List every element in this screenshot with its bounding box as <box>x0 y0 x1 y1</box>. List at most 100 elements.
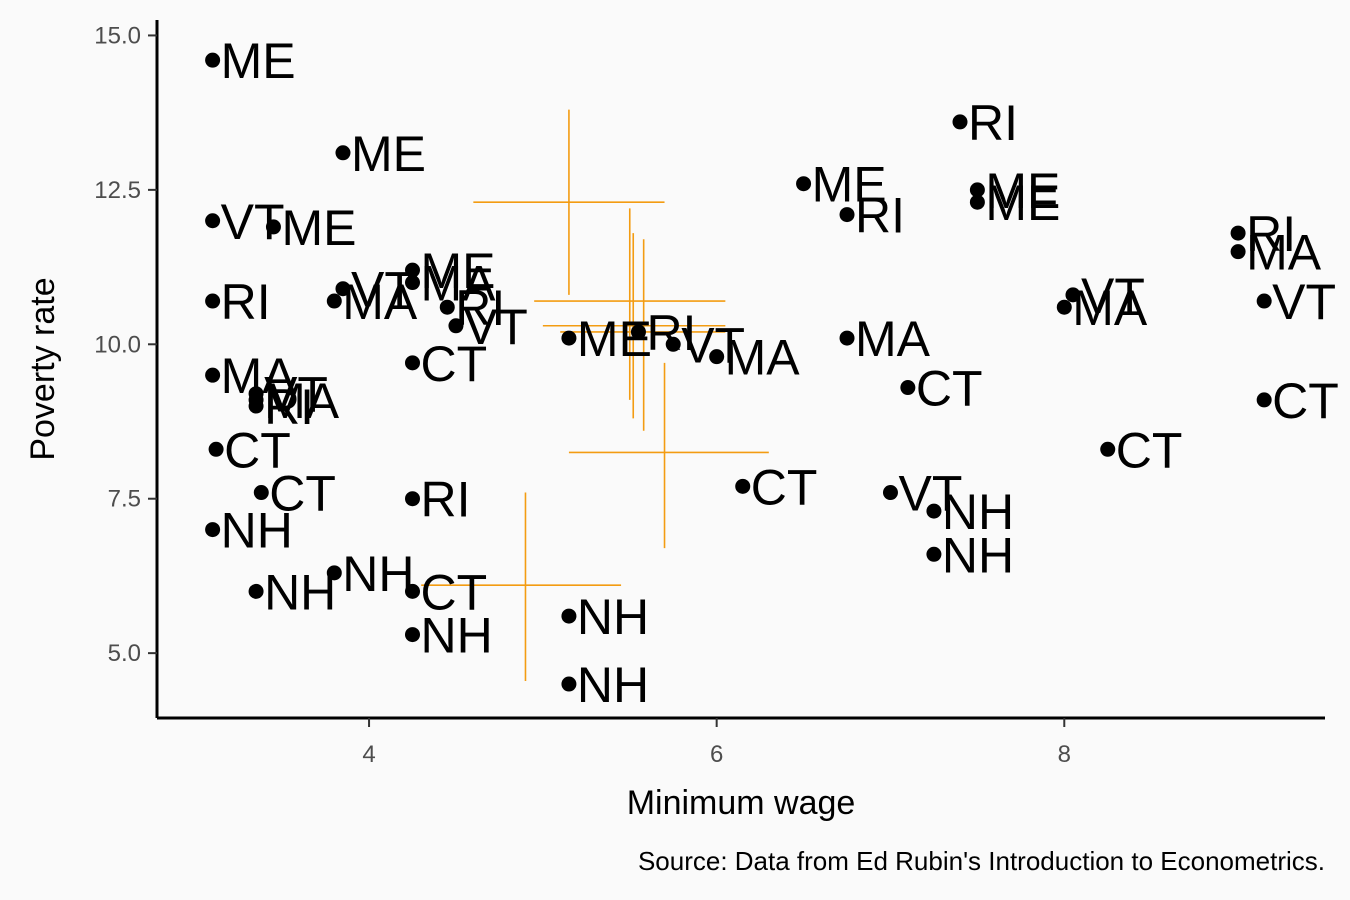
data-point <box>326 565 342 581</box>
data-point <box>969 182 985 198</box>
point-label: VT <box>681 317 745 373</box>
point-label: MA <box>855 311 931 367</box>
point-label: RI <box>968 95 1018 151</box>
point-label: NH <box>942 527 1014 583</box>
x-tick-label: 4 <box>362 741 375 768</box>
data-point <box>839 330 855 346</box>
point-label: VT <box>264 367 328 423</box>
point-label: ME <box>221 33 296 89</box>
data-point <box>405 583 420 599</box>
point-label: CT <box>269 466 336 522</box>
point-label: CT <box>1116 422 1183 478</box>
data-point <box>735 478 751 494</box>
point-label: MA <box>421 256 497 312</box>
crosshair <box>473 109 665 295</box>
point-label: VT <box>221 194 285 250</box>
point-label: VT <box>898 466 962 522</box>
point-label: ME <box>577 311 652 367</box>
point-label: ME <box>351 126 426 182</box>
x-axis-ticks: 4 6 8 <box>362 718 1071 768</box>
y-tick-label: 10.0 <box>94 331 141 358</box>
data-point <box>1065 287 1081 303</box>
source-caption: Source: Data from Ed Rubin's Introductio… <box>638 846 1325 876</box>
data-point <box>1056 299 1072 315</box>
point-label: NH <box>577 657 649 713</box>
point-label: NH <box>221 503 293 559</box>
data-point <box>335 281 351 297</box>
crosshair <box>534 208 726 400</box>
point-label: ME <box>985 163 1060 219</box>
point-label: ME <box>812 157 887 213</box>
data-point <box>205 293 221 309</box>
data-point <box>969 194 985 210</box>
point-label: CT <box>916 361 983 417</box>
data-point <box>248 583 264 599</box>
y-tick-label: 7.5 <box>108 486 141 513</box>
crosshair <box>568 362 769 549</box>
data-point <box>1256 293 1272 309</box>
y-axis-ticks: 5.0 7.5 10.0 12.5 15.0 <box>94 22 157 667</box>
point-label: RI <box>1246 206 1296 262</box>
point-label: NH <box>942 484 1014 540</box>
point-label: RI <box>264 379 314 435</box>
point-label: NH <box>577 589 649 645</box>
point-label: NH <box>421 608 493 664</box>
point-label: ME <box>281 200 356 256</box>
point-label: CT <box>751 459 818 515</box>
data-point <box>248 398 264 414</box>
point-layer <box>205 52 1272 692</box>
data-point <box>882 485 898 501</box>
data-point <box>439 299 455 315</box>
data-point <box>1256 392 1272 408</box>
y-tick-label: 12.5 <box>94 177 141 204</box>
data-point <box>839 207 855 223</box>
data-point <box>405 627 420 643</box>
data-point <box>709 349 725 365</box>
point-label: MA <box>725 330 801 386</box>
data-point <box>326 293 342 309</box>
point-label: RI <box>421 472 471 528</box>
data-point <box>1100 441 1116 457</box>
point-label: NH <box>342 546 414 602</box>
data-point <box>335 145 351 161</box>
point-label: MA <box>1072 280 1148 336</box>
data-point <box>205 367 221 383</box>
point-label: VT <box>464 299 528 355</box>
data-point <box>405 262 420 278</box>
data-point <box>253 485 269 501</box>
crosshair-layer <box>421 109 769 681</box>
data-point <box>900 380 916 396</box>
point-label: CT <box>1272 373 1339 429</box>
point-label: CT <box>421 564 488 620</box>
point-label: MA <box>221 348 297 404</box>
point-label: MA <box>264 373 340 429</box>
data-point <box>265 219 281 235</box>
data-point <box>1230 225 1246 241</box>
data-point <box>665 336 681 352</box>
crosshair <box>421 492 622 681</box>
x-tick-label: 8 <box>1058 741 1071 768</box>
data-point <box>205 213 221 229</box>
point-label: RI <box>855 188 905 244</box>
data-point <box>796 176 812 192</box>
point-label: RI <box>646 305 696 361</box>
data-point <box>208 441 224 457</box>
y-tick-label: 5.0 <box>108 640 141 667</box>
y-tick-label: 15.0 <box>94 22 141 49</box>
data-point <box>1230 244 1246 260</box>
data-point <box>952 114 968 130</box>
point-label: ME <box>985 175 1060 231</box>
point-label: NH <box>264 564 336 620</box>
data-point <box>630 324 646 340</box>
point-label: ME <box>421 243 496 299</box>
point-label: VT <box>351 262 415 318</box>
point-label: MA <box>1246 225 1322 281</box>
point-label: CT <box>224 422 291 478</box>
crosshair <box>542 233 726 419</box>
data-point <box>926 546 942 562</box>
data-point <box>561 608 577 624</box>
x-tick-label: 6 <box>710 741 723 768</box>
